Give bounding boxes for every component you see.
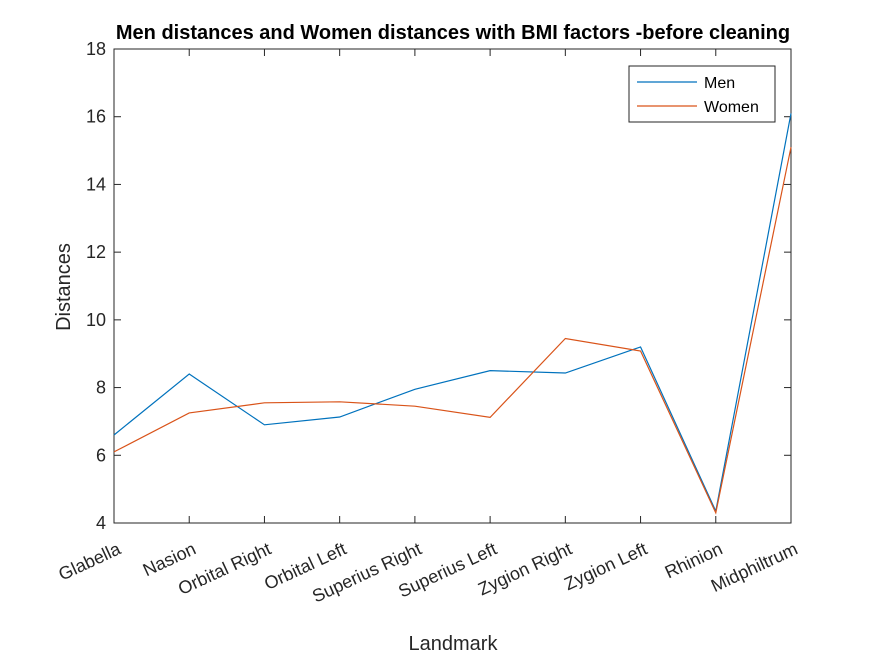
y-tick-label: 16 — [86, 107, 106, 127]
y-axis-label: Distances — [53, 243, 75, 331]
series-line-women — [113, 147, 792, 515]
y-tick-label: 4 — [96, 513, 106, 533]
x-tick-label: Glabella — [55, 538, 124, 584]
x-tick-label: Zygion Left — [561, 538, 650, 594]
plot-area-box — [113, 48, 792, 524]
y-tick-label: 8 — [96, 378, 106, 398]
legend-label: Women — [704, 99, 759, 116]
y-tick-label: 6 — [96, 445, 106, 465]
x-tick-label: Midphiltrum — [708, 538, 801, 595]
chart-title: Men distances and Women distances with B… — [116, 22, 790, 44]
legend-label: Men — [704, 75, 735, 92]
y-tick-label: 14 — [86, 174, 106, 194]
legend-box — [628, 65, 776, 123]
y-tick-label: 10 — [86, 310, 106, 330]
series-line-men — [113, 113, 792, 514]
y-tick-label: 18 — [86, 39, 106, 59]
y-tick-label: 12 — [86, 242, 106, 262]
x-axis-label: Landmark — [409, 633, 499, 655]
